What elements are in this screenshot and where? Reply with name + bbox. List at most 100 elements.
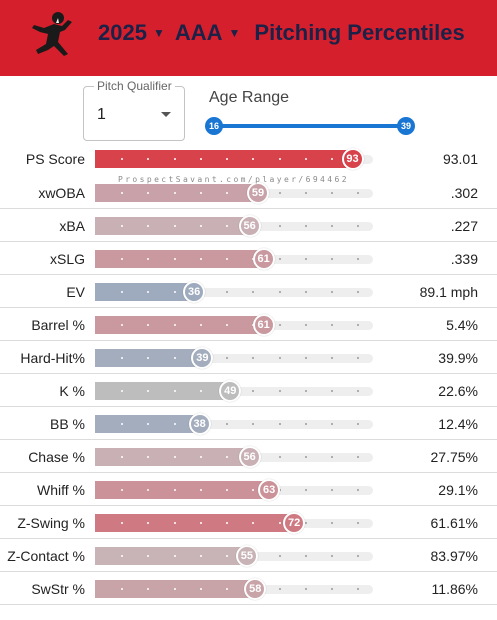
tick-dot xyxy=(199,456,202,458)
tick-dot xyxy=(252,291,255,293)
dropdown-arrow-icon[interactable] xyxy=(161,112,171,117)
metric-row: xwOBA 59 .302 xyxy=(0,176,497,209)
metric-label: xSLG xyxy=(49,251,85,267)
tick-dot xyxy=(304,555,307,557)
tick-dot xyxy=(226,158,229,160)
percentile-tick-marks xyxy=(95,192,373,195)
tick-dot xyxy=(252,390,255,392)
tick-dot xyxy=(278,324,281,326)
age-max-thumb[interactable]: 39 xyxy=(397,117,415,135)
level-dropdown-icon[interactable]: ▼ xyxy=(228,26,241,40)
percentile-bar xyxy=(95,316,265,334)
percentile-tick-marks xyxy=(95,489,373,492)
tick-dot xyxy=(147,291,150,293)
tick-dot xyxy=(147,588,150,590)
percentile-bubble: 38 xyxy=(188,413,211,435)
metric-label: K % xyxy=(59,383,85,399)
percentile-bubble: 61 xyxy=(252,314,275,336)
metric-label: SwStr % xyxy=(31,581,85,597)
tick-dot xyxy=(147,423,150,425)
percentile-bubble: 63 xyxy=(258,479,281,501)
season-select[interactable]: 2025 xyxy=(98,20,147,45)
metric-value: 27.75% xyxy=(430,449,478,465)
tick-dot xyxy=(121,390,124,392)
level-select[interactable]: AAA xyxy=(174,20,223,45)
metric-value: .339 xyxy=(450,251,478,267)
tick-dot xyxy=(304,225,307,227)
tick-dot xyxy=(304,456,307,458)
tick-dot xyxy=(331,588,334,590)
tick-dot xyxy=(121,555,124,557)
tick-dot xyxy=(278,456,281,458)
tick-dot xyxy=(173,456,176,458)
tick-dot xyxy=(199,489,202,491)
tick-dot xyxy=(357,291,360,293)
tick-dot xyxy=(226,357,229,359)
metric-value: 5.4% xyxy=(446,317,478,333)
tick-dot xyxy=(278,291,281,293)
pitch-qualifier-value: 1 xyxy=(97,106,106,123)
tick-dot xyxy=(304,390,307,392)
tick-dot xyxy=(304,357,307,359)
age-range-label: Age Range xyxy=(209,89,290,106)
tick-dot xyxy=(147,158,150,160)
tick-dot xyxy=(252,423,255,425)
tick-dot xyxy=(147,192,150,194)
tick-dot xyxy=(226,555,229,557)
tick-dot xyxy=(226,291,229,293)
tick-dot xyxy=(304,291,307,293)
tick-dot xyxy=(357,324,360,326)
pitch-qualifier-select[interactable]: Pitch Qualifier 1 xyxy=(83,79,185,141)
metric-row: Barrel % 61 5.4% xyxy=(0,308,497,341)
percentile-bar xyxy=(95,547,248,565)
tick-dot xyxy=(121,423,124,425)
metric-value: 93.01 xyxy=(442,151,478,167)
tick-dot xyxy=(331,258,334,260)
tick-dot xyxy=(173,390,176,392)
tick-dot xyxy=(226,324,229,326)
tick-dot xyxy=(357,192,360,194)
pitcher-silhouette-icon xyxy=(32,12,72,56)
tick-dot xyxy=(121,456,124,458)
metric-row: xSLG 61 .339 xyxy=(0,242,497,275)
percentile-tick-marks xyxy=(95,291,373,294)
metric-label: EV xyxy=(66,284,85,300)
tick-dot xyxy=(121,225,124,227)
metric-label: Hard-Hit% xyxy=(20,350,85,366)
metric-label: xBA xyxy=(59,218,85,234)
tick-dot xyxy=(173,489,176,491)
tick-dot xyxy=(199,522,202,524)
tick-dot xyxy=(147,489,150,491)
metric-value: 89.1 mph xyxy=(419,284,478,300)
tick-dot xyxy=(147,258,150,260)
tick-dot xyxy=(226,225,229,227)
percentile-bubble: 59 xyxy=(247,182,270,204)
tick-dot xyxy=(226,192,229,194)
tick-dot xyxy=(121,588,124,590)
season-dropdown-icon[interactable]: ▼ xyxy=(152,26,165,40)
metric-value: 12.4% xyxy=(438,416,478,432)
tick-dot xyxy=(331,423,334,425)
tick-dot xyxy=(331,192,334,194)
tick-dot xyxy=(199,158,202,160)
metric-row: EV 36 89.1 mph xyxy=(0,275,497,308)
metric-label: Chase % xyxy=(28,449,85,465)
tick-dot xyxy=(331,357,334,359)
age-min-thumb[interactable]: 16 xyxy=(205,117,223,135)
tick-dot xyxy=(278,258,281,260)
tick-dot xyxy=(357,588,360,590)
metric-row: BB % 38 12.4% xyxy=(0,407,497,440)
percentile-bubble: 58 xyxy=(244,578,267,600)
tick-dot xyxy=(147,324,150,326)
percentile-tick-marks xyxy=(95,225,373,228)
percentile-bar xyxy=(95,382,232,400)
tick-dot xyxy=(278,192,281,194)
percentile-bar xyxy=(95,217,251,235)
tick-dot xyxy=(357,225,360,227)
tick-dot xyxy=(199,225,202,227)
tick-dot xyxy=(173,192,176,194)
age-range-track[interactable] xyxy=(214,124,406,128)
tick-dot xyxy=(304,192,307,194)
tick-dot xyxy=(199,192,202,194)
metric-row: K % 49 22.6% xyxy=(0,374,497,407)
